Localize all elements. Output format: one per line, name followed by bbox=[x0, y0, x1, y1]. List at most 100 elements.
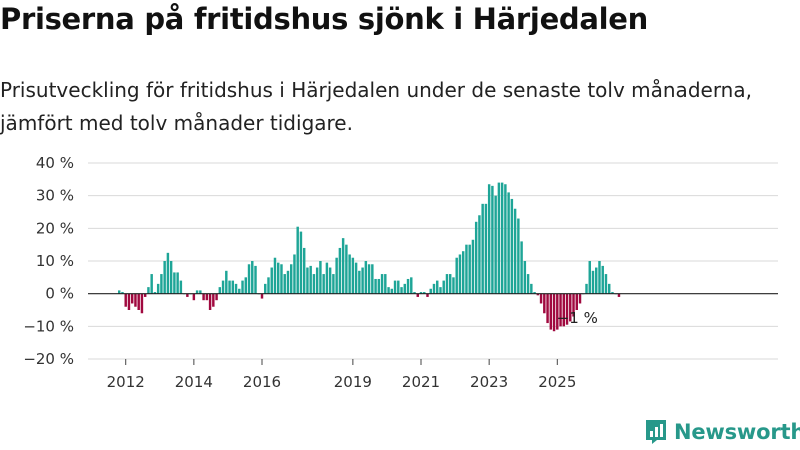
bar bbox=[598, 261, 601, 294]
bar bbox=[124, 293, 127, 307]
bar bbox=[260, 293, 264, 299]
y-tick-label: 40 % bbox=[36, 154, 74, 172]
bar bbox=[335, 257, 338, 294]
bar bbox=[215, 293, 218, 301]
bar bbox=[432, 283, 436, 294]
bars bbox=[118, 182, 621, 332]
newsworthy-logo-icon bbox=[646, 420, 666, 444]
bar bbox=[283, 274, 286, 294]
bar bbox=[254, 265, 257, 294]
bar bbox=[478, 215, 481, 294]
bar bbox=[539, 293, 543, 304]
bar bbox=[264, 283, 267, 294]
x-tick-label: 2025 bbox=[538, 373, 576, 391]
grid-lines bbox=[88, 162, 778, 360]
bar bbox=[354, 262, 358, 294]
bar bbox=[588, 261, 591, 294]
bar bbox=[604, 274, 608, 294]
bar bbox=[461, 251, 465, 294]
x-tick-label: 2019 bbox=[334, 373, 372, 391]
y-axis-ticks: 40 % 30 % 20 % 10 % 0 % −10 % −20 % bbox=[23, 154, 74, 368]
bar bbox=[221, 280, 225, 294]
x-tick-label: 2016 bbox=[243, 373, 281, 391]
bar bbox=[530, 283, 533, 294]
bar bbox=[195, 290, 199, 294]
bar bbox=[234, 283, 238, 294]
bar bbox=[384, 274, 387, 294]
bar bbox=[474, 221, 478, 294]
bar bbox=[130, 293, 134, 304]
bar bbox=[458, 254, 462, 294]
bar bbox=[393, 280, 397, 294]
bar bbox=[137, 293, 140, 310]
bar bbox=[585, 283, 588, 294]
bar bbox=[127, 293, 131, 310]
y-tick-label: −10 % bbox=[23, 317, 74, 335]
bar bbox=[358, 270, 361, 294]
y-tick-label: 20 % bbox=[36, 219, 74, 237]
bar bbox=[267, 277, 270, 294]
bar bbox=[426, 293, 429, 297]
bar bbox=[517, 218, 520, 294]
bar bbox=[341, 238, 345, 294]
bar bbox=[439, 287, 442, 294]
bar bbox=[572, 293, 575, 317]
bar bbox=[205, 293, 209, 301]
bar bbox=[556, 293, 559, 330]
bar bbox=[231, 280, 235, 294]
bar bbox=[118, 290, 121, 294]
bar bbox=[526, 274, 530, 294]
bar bbox=[601, 265, 604, 294]
bar bbox=[247, 264, 251, 294]
bar bbox=[345, 244, 348, 294]
bar bbox=[218, 287, 222, 294]
brand-name: Newsworthy bbox=[674, 420, 800, 444]
bar bbox=[406, 278, 410, 294]
bar bbox=[225, 270, 228, 294]
bar bbox=[377, 278, 381, 294]
bar bbox=[306, 267, 309, 294]
y-tick-label: −20 % bbox=[23, 350, 74, 368]
bar bbox=[277, 262, 280, 294]
bar bbox=[367, 264, 371, 294]
bar bbox=[510, 198, 514, 294]
bar bbox=[617, 293, 621, 297]
bar bbox=[322, 274, 325, 294]
bar bbox=[364, 261, 368, 294]
bar bbox=[244, 277, 248, 294]
bar bbox=[202, 293, 205, 301]
bar bbox=[212, 293, 215, 307]
bar bbox=[270, 267, 273, 294]
bar bbox=[403, 283, 407, 294]
bar bbox=[390, 288, 394, 294]
bar bbox=[238, 288, 241, 294]
bar bbox=[546, 293, 549, 324]
x-tick-label: 2021 bbox=[402, 373, 440, 391]
bar bbox=[273, 257, 277, 294]
bar bbox=[241, 280, 244, 294]
bar bbox=[312, 274, 316, 294]
bar bbox=[173, 272, 176, 294]
bar bbox=[423, 292, 426, 294]
bar bbox=[507, 192, 510, 294]
bar bbox=[179, 280, 183, 294]
bar bbox=[455, 257, 458, 294]
bar bbox=[611, 292, 614, 294]
bar bbox=[471, 239, 475, 294]
bar bbox=[523, 261, 527, 294]
bar bbox=[549, 293, 553, 330]
bar bbox=[575, 293, 578, 310]
bar bbox=[199, 290, 202, 294]
x-tick-label: 2023 bbox=[470, 373, 508, 391]
bar bbox=[228, 280, 231, 294]
bar bbox=[520, 241, 523, 294]
bar bbox=[569, 293, 572, 322]
bar bbox=[134, 293, 137, 307]
bar bbox=[436, 280, 439, 294]
bar bbox=[559, 293, 562, 327]
bar bbox=[578, 293, 582, 304]
bar bbox=[413, 292, 416, 294]
bar bbox=[487, 184, 491, 294]
bar bbox=[169, 261, 173, 294]
x-tick-label: 2014 bbox=[175, 373, 213, 391]
